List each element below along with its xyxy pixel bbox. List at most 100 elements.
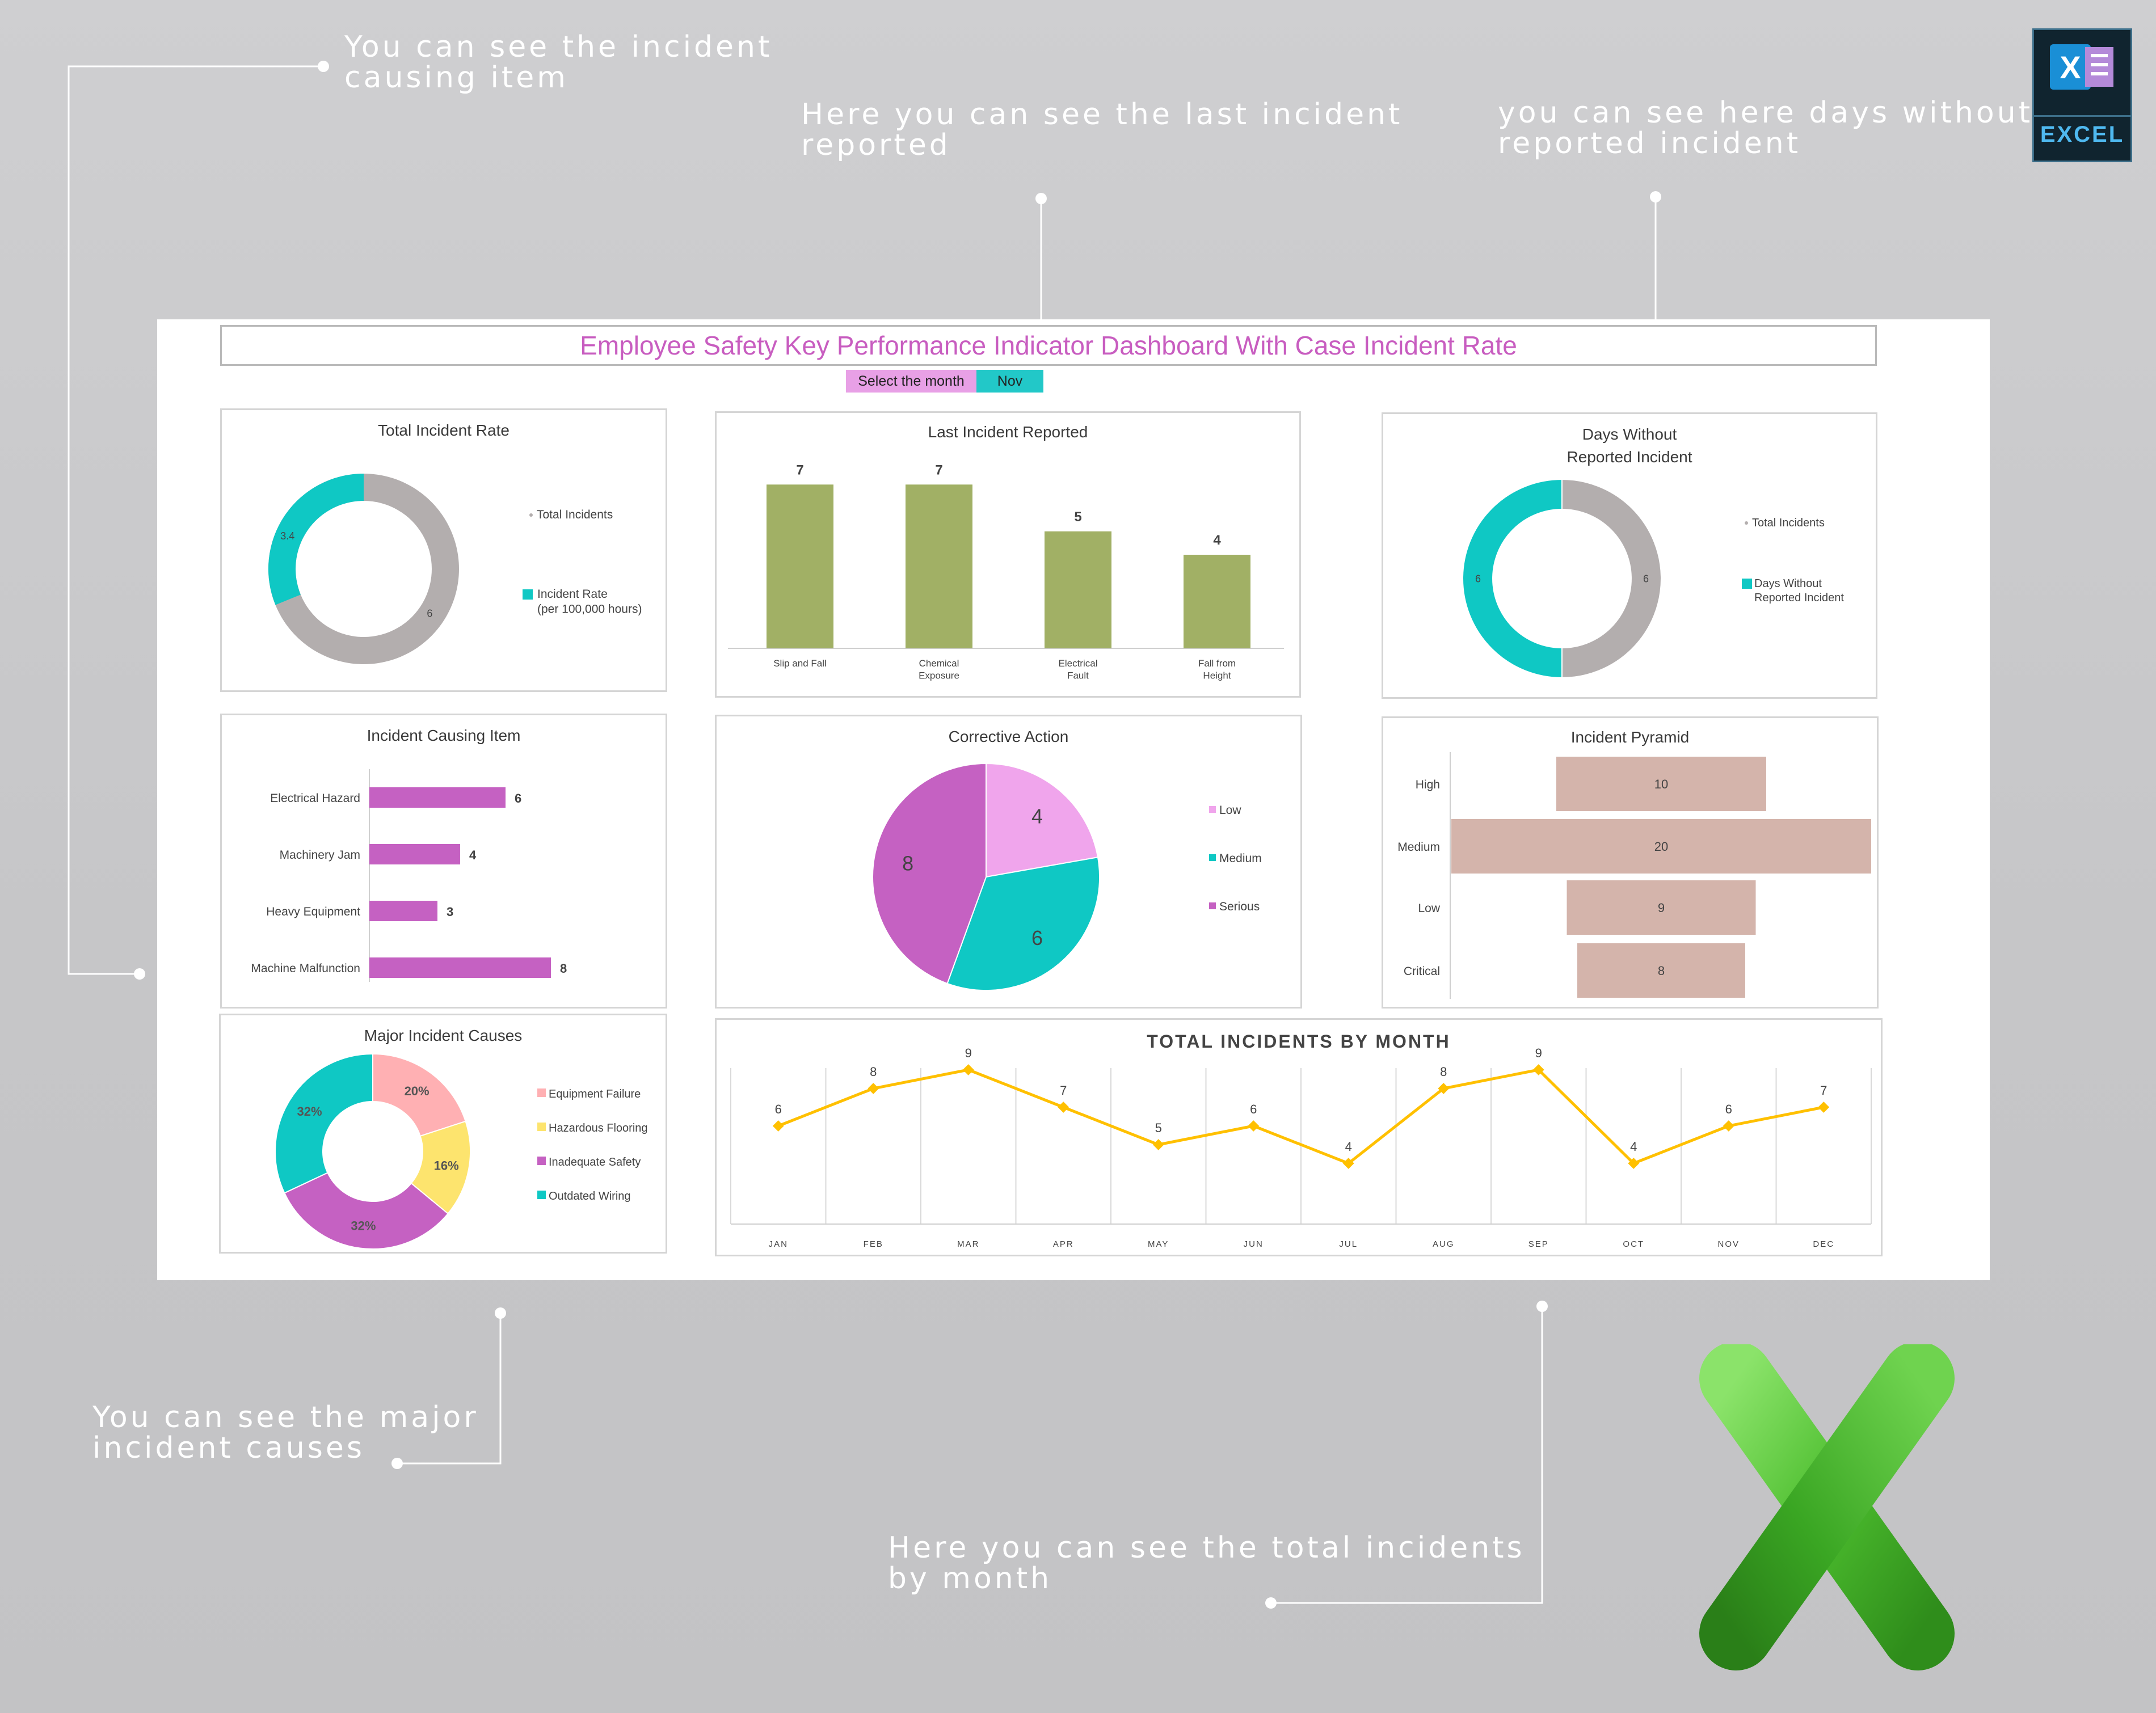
tick-label: Electrical Fault [1059, 658, 1098, 681]
legend-swatch [523, 589, 533, 600]
data-label: 6 [1475, 573, 1481, 584]
slice [871, 762, 987, 985]
data-label: 9 [1658, 901, 1665, 915]
data-label: 32% [351, 1219, 376, 1233]
tick-label: Slip and Fall [773, 658, 827, 669]
legend-label: Total Incidents [537, 508, 613, 521]
excel-badge-label: EXCEL [2040, 122, 2125, 147]
incidents-by-month-line-chart: 6 JAN 8 FEB 9 MAR 7 APR 5 MAY 6 JUN 4 JUL 8 AUG 9 SEP 4 OCT… [730, 1046, 1872, 1249]
data-label: 6 [1250, 1102, 1257, 1116]
bar [1451, 819, 1871, 874]
data-label: 20 [1654, 839, 1668, 854]
incident-causing-item-chart: 6 Electrical Hazard 4 Machinery Jam 3 Heavy E… [251, 769, 567, 982]
excel-badge-letter: X [2060, 49, 2081, 85]
tick-label: Machinery Jam [280, 849, 360, 862]
tick-label: OCT [1623, 1239, 1644, 1249]
major-incident-causes-donut: 20% 16% 32% 32% Equipment Failure Hazardous F… [275, 1053, 648, 1250]
card-days-without-incident: Days Without Reported Incident 6 6 Total I… [1382, 412, 1877, 699]
chart-title: Incident Causing Item [367, 727, 521, 744]
data-label: 32% [297, 1104, 322, 1119]
data-point [1438, 1083, 1450, 1094]
legend-swatch [1742, 579, 1752, 589]
chart-title: Corrective Action [948, 728, 1069, 745]
slice [986, 762, 1099, 878]
tick-label: AUG [1433, 1239, 1455, 1249]
chart-title: Total Incident Rate [378, 421, 509, 439]
slice [268, 474, 364, 605]
data-label: 4 [1213, 533, 1221, 548]
legend-swatch [537, 1191, 546, 1199]
card-corrective-action: Corrective Action 4 6 8 Low Medium Serious [715, 715, 1302, 1009]
month-selector-dropdown[interactable]: Nov [976, 370, 1043, 393]
legend-swatch [1209, 806, 1216, 813]
data-point [772, 1120, 784, 1132]
legend-label: Outdated Wiring [549, 1190, 631, 1203]
data-label: 5 [1074, 509, 1081, 525]
legend-label: Medium [1219, 852, 1262, 865]
excel-app-icon[interactable]: X EXCEL [2032, 28, 2132, 162]
tick-label: Low [1418, 902, 1440, 915]
data-label: 6 [515, 791, 521, 805]
tick-label: DEC [1813, 1239, 1834, 1249]
chart-title: Incident Pyramid [1570, 728, 1690, 746]
slice [284, 1172, 449, 1250]
legend-swatch [1209, 902, 1216, 909]
data-label: 8 [1658, 964, 1665, 978]
data-label: 4 [1345, 1140, 1352, 1154]
data-point [1628, 1158, 1640, 1169]
legend-label: Hazardous Flooring [549, 1122, 648, 1134]
card-major-incident-causes: Major Incident Causes 20% 16% 32% 32% Equipm… [219, 1014, 667, 1254]
slice [946, 857, 1101, 991]
legend-swatch [529, 513, 533, 517]
excel-x-logo [1699, 1344, 1955, 1670]
bar [1567, 880, 1756, 935]
days-without-chart: 6 6 Total Incidents Days Without Reported In… [1462, 478, 1844, 679]
card-total-incidents-by-month: TOTAL INCIDENTS BY MONTH 6 JAN 8 FEB 9 MAR 7 AP… [715, 1018, 1883, 1256]
data-label: 7 [796, 462, 803, 478]
data-label: 4 [469, 848, 477, 862]
tick-label: Chemical Exposure [919, 658, 959, 681]
legend-label: Serious [1219, 900, 1260, 913]
data-label: 3.4 [280, 530, 294, 542]
legend-swatch [1209, 854, 1216, 861]
tick-label: Heavy Equipment [266, 905, 360, 918]
slice [1561, 478, 1662, 679]
tick-label: Medium [1397, 841, 1440, 854]
data-label: 4 [1031, 804, 1043, 828]
legend-label: Equipment Failure [549, 1088, 641, 1100]
tick-label: MAR [957, 1239, 979, 1249]
callout-last-incident: Here you can see the last incident repor… [801, 98, 1403, 162]
bar [369, 957, 551, 978]
tick-label: SEP [1528, 1239, 1549, 1249]
bar [767, 484, 833, 648]
slice [275, 1053, 373, 1194]
tick-label: JUL [1339, 1239, 1358, 1249]
data-label: 6 [1031, 926, 1043, 950]
bar [369, 787, 506, 808]
tick-label: High [1416, 778, 1440, 791]
chart-title: Days Without Reported Incident [1567, 425, 1692, 466]
data-point [1152, 1139, 1164, 1150]
tick-label: Machine Malfunction [251, 962, 360, 975]
tick-label: NOV [1717, 1239, 1740, 1249]
data-label: 8 [902, 851, 913, 875]
tick-label: JAN [769, 1239, 788, 1249]
card-last-incident-reported: Last Incident Reported 7 Slip and Fall 7 Ch… [715, 411, 1301, 698]
legend-swatch [1745, 521, 1748, 525]
legend-label: Days Without Reported Incident [1754, 577, 1844, 604]
data-point [1818, 1102, 1830, 1113]
card-total-incident-rate: Total Incident Rate 6 3.4 Total Incidents I… [220, 408, 667, 692]
data-point [1342, 1158, 1354, 1169]
bar [1184, 555, 1250, 648]
tick-label: JUN [1244, 1239, 1264, 1249]
tick-label: FEB [864, 1239, 883, 1249]
chart-title: Last Incident Reported [928, 423, 1088, 441]
bar [1556, 757, 1766, 811]
callout-incident-causing-item: You can see the incident causing item [344, 30, 773, 95]
data-label: 20% [405, 1084, 429, 1098]
data-label: 8 [560, 961, 567, 976]
chart-title: Major Incident Causes [364, 1027, 523, 1044]
slice [1462, 478, 1563, 679]
data-point [1532, 1064, 1544, 1075]
legend-label: Incident Rate (per 100,000 hours) [537, 588, 642, 615]
